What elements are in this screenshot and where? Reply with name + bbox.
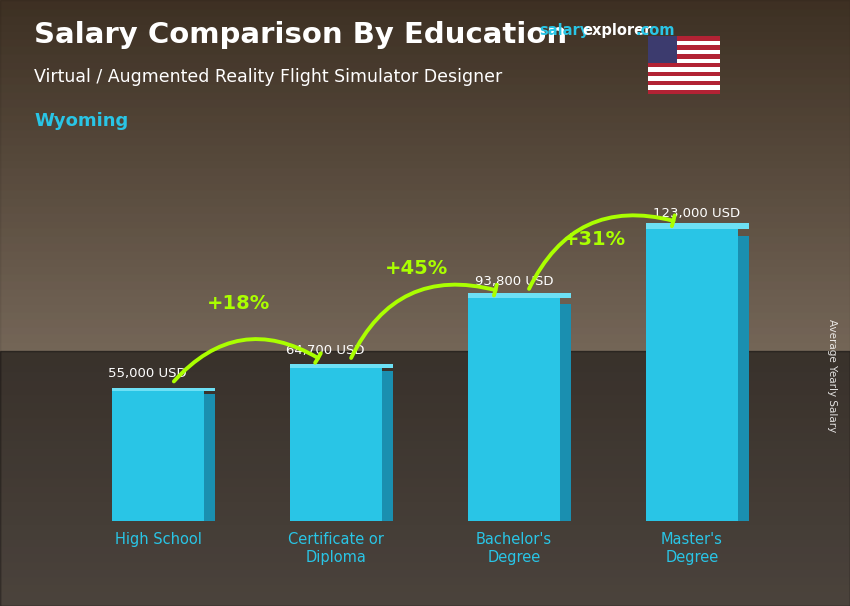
Text: Salary Comparison By Education: Salary Comparison By Education — [34, 21, 567, 49]
Text: salary: salary — [540, 23, 590, 38]
Bar — [204, 394, 216, 521]
Text: Average Yearly Salary: Average Yearly Salary — [827, 319, 837, 432]
Bar — [648, 85, 720, 90]
Bar — [646, 222, 749, 229]
Bar — [648, 54, 720, 59]
Bar — [648, 67, 720, 72]
Text: 123,000 USD: 123,000 USD — [653, 207, 740, 220]
Text: +31%: +31% — [563, 230, 626, 250]
Bar — [112, 390, 204, 521]
Bar — [382, 371, 394, 521]
Bar — [738, 236, 749, 521]
Bar — [648, 59, 720, 63]
Bar — [648, 36, 720, 41]
Bar — [560, 304, 571, 521]
Bar — [648, 41, 720, 45]
Text: +18%: +18% — [207, 294, 269, 313]
Text: Virtual / Augmented Reality Flight Simulator Designer: Virtual / Augmented Reality Flight Simul… — [34, 68, 502, 86]
Text: 93,800 USD: 93,800 USD — [475, 275, 553, 288]
Bar — [648, 76, 720, 81]
Bar — [648, 63, 720, 67]
Text: .com: .com — [636, 23, 675, 38]
Text: +45%: +45% — [384, 259, 448, 278]
Text: 64,700 USD: 64,700 USD — [286, 344, 365, 357]
Text: explorer: explorer — [582, 23, 652, 38]
Bar — [290, 367, 382, 521]
Bar — [290, 364, 394, 367]
Bar — [468, 293, 571, 298]
Bar — [648, 50, 720, 54]
Bar — [648, 90, 720, 94]
Bar — [648, 81, 720, 85]
Bar — [648, 72, 720, 76]
Bar — [468, 298, 560, 521]
Text: Wyoming: Wyoming — [34, 112, 128, 130]
Bar — [648, 36, 677, 63]
Text: 55,000 USD: 55,000 USD — [108, 367, 187, 380]
Bar — [646, 229, 738, 521]
Bar — [648, 45, 720, 50]
Bar — [112, 388, 216, 390]
